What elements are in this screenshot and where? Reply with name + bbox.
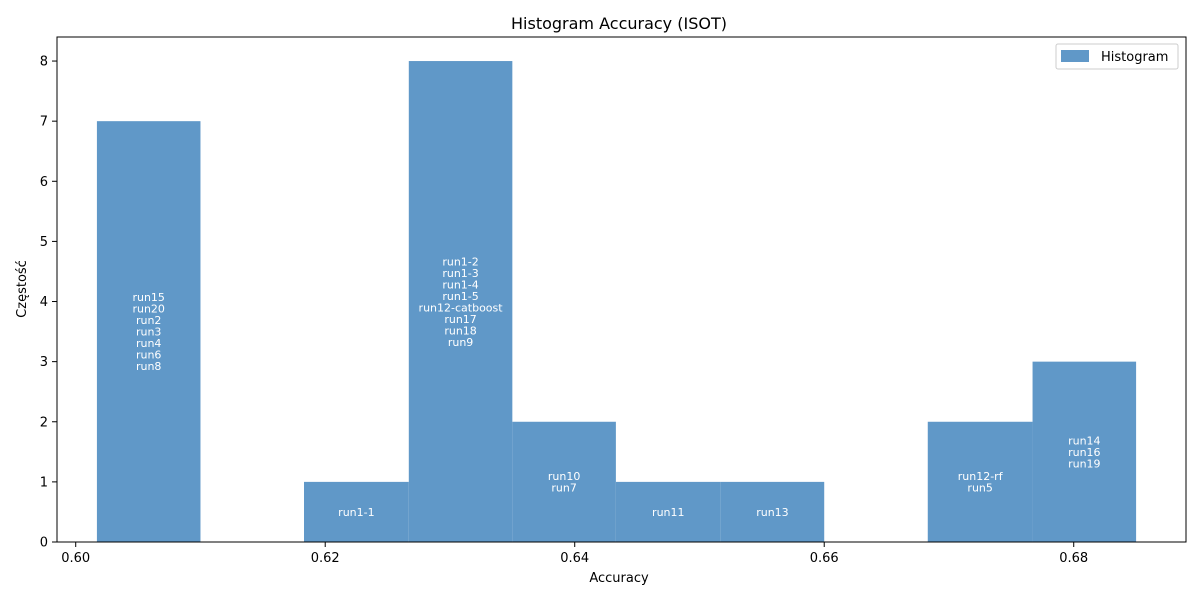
x-axis: 0.60 0.62 0.64 0.66 0.68 [61,542,1088,566]
y-tick-label: 1 [40,475,48,490]
histogram-bar [408,61,513,543]
run-label: run9 [448,336,473,349]
bar-run-labels: run1-2 run1-3 run1-4 run1-5 run12-catboost ru… [419,255,504,349]
run-label: run1-3 [442,267,478,280]
y-tick-label: 0 [40,536,48,551]
bar-run-labels: run1-1 [338,506,374,519]
run-label: run14 [1068,434,1100,447]
histogram-bar [720,481,825,542]
run-label: run4 [136,337,161,350]
x-tick-label: 0.64 [560,551,589,566]
run-label: run1-5 [442,290,478,303]
bar-run-labels: run12-rf run5 [958,470,1004,495]
bar-run-labels: run15 run20 run2 run3 run4 run6 run8 [132,291,164,373]
run-label: run8 [136,360,161,373]
x-tick-label: 0.68 [1059,551,1088,566]
run-label: run5 [967,482,992,495]
run-label: run16 [1068,446,1100,459]
y-tick-label: 6 [40,175,48,190]
run-label: run3 [136,326,161,339]
run-label: run11 [652,506,684,519]
run-label: run7 [551,482,576,495]
histogram-bar [512,421,616,542]
run-label: run2 [136,314,161,327]
histogram-bar [96,121,201,543]
run-label: run13 [756,506,788,519]
run-label: run15 [132,291,164,304]
legend-entry: Histogram [1101,50,1168,65]
y-tick-label: 4 [40,295,48,310]
run-label: run12-catboost [419,301,504,314]
run-label: run18 [444,324,476,337]
bar-run-labels: run13 [756,506,788,519]
x-tick-label: 0.66 [810,551,839,566]
bar-run-labels: run10 run7 [548,470,580,495]
y-axis: 0 1 2 3 4 5 6 7 8 [40,55,57,551]
y-tick-label: 3 [40,355,48,370]
y-tick-label: 2 [40,415,48,430]
y-axis-label: Częstość [15,260,30,318]
y-tick-label: 8 [40,55,48,70]
run-label: run19 [1068,457,1100,470]
plot-frame [56,36,1187,543]
histogram-bar [615,481,721,542]
run-label: run12-rf [958,470,1004,483]
chart-title: Histogram Accuracy (ISOT) [511,14,727,33]
run-label: run6 [136,349,161,362]
run-label: run1-2 [442,255,478,268]
run-label: run10 [548,470,580,483]
y-tick-label: 5 [40,235,48,250]
bars-group [96,61,1137,543]
run-label: run17 [444,313,476,326]
x-tick-label: 0.62 [311,551,340,566]
x-tick-label: 0.60 [61,551,90,566]
histogram-bar [1032,361,1137,542]
legend: Histogram [1055,43,1179,70]
legend-swatch [1061,50,1089,62]
run-label: run20 [132,303,164,316]
x-axis-label: Accuracy [589,571,649,586]
run-label: run1-1 [338,506,374,519]
bar-run-labels: run11 [652,506,684,519]
histogram-bar [304,481,409,542]
y-tick-label: 7 [40,115,48,130]
bar-labels-group: run15 run20 run2 run3 run4 run6 run8 run1-1 run1… [132,255,1100,519]
histogram-bar [927,421,1033,542]
run-label: run1-4 [442,278,478,291]
bar-run-labels: run14 run16 run19 [1068,434,1100,470]
